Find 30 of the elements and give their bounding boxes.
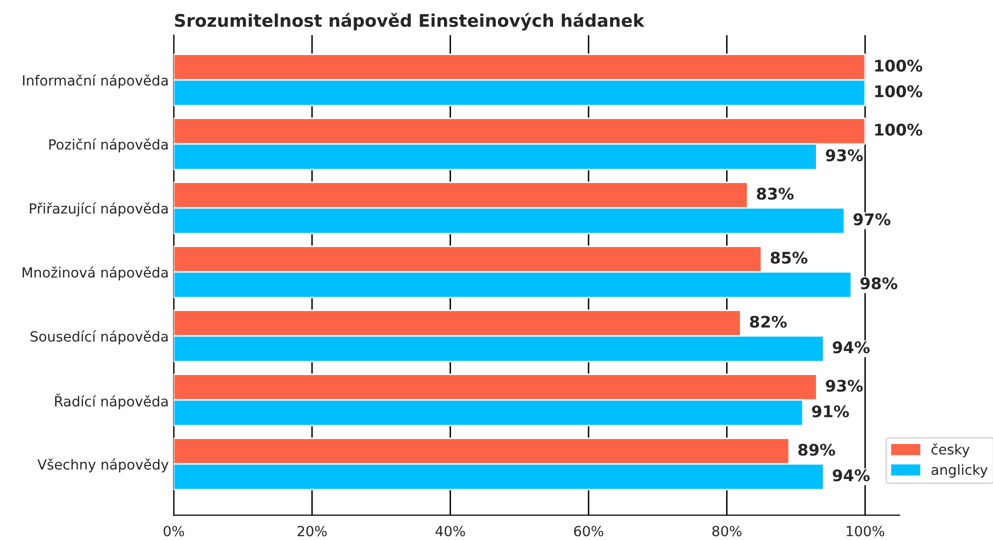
data-label: 89%: [798, 444, 836, 456]
data-label: 98%: [860, 277, 898, 290]
data-label: 97%: [854, 213, 890, 226]
y-tick-label: Všechny nápovědy: [37, 458, 168, 472]
y-tick-label: Poziční nápověda: [49, 138, 168, 152]
y-tick-label: Sousedící nápověda: [30, 330, 168, 344]
data-label: 100%: [875, 85, 922, 98]
legend-label: anglicky: [932, 464, 988, 478]
y-tick-label: Informační nápověda: [23, 74, 168, 88]
legend-label: česky: [931, 443, 970, 458]
y-tick-label: Množinová nápověda: [22, 266, 168, 280]
y-tick-label: Řadící nápověda: [55, 394, 168, 410]
data-label: 94%: [832, 341, 870, 354]
data-label: 100%: [875, 124, 922, 136]
data-label: 100%: [875, 60, 922, 72]
x-tick-label: 80%: [712, 526, 742, 536]
data-label: 91%: [812, 405, 849, 418]
y-tick-label: Přiřazující nápověda: [30, 202, 168, 216]
chart-title: Srozumitelnost nápověd Einsteinových hádanek: [175, 12, 645, 31]
data-label: 93%: [826, 149, 863, 162]
x-tick-label: 60%: [574, 526, 604, 536]
data-label: 93%: [826, 380, 863, 392]
x-tick-label: 100%: [846, 526, 884, 536]
data-label: 82%: [750, 316, 787, 328]
x-tick-label: 0%: [164, 526, 184, 536]
data-label: 83%: [756, 188, 794, 200]
x-tick-label: 40%: [436, 526, 465, 536]
data-label: 94%: [832, 469, 870, 482]
data-label: 85%: [770, 252, 808, 264]
x-tick-label: 20%: [298, 526, 327, 536]
